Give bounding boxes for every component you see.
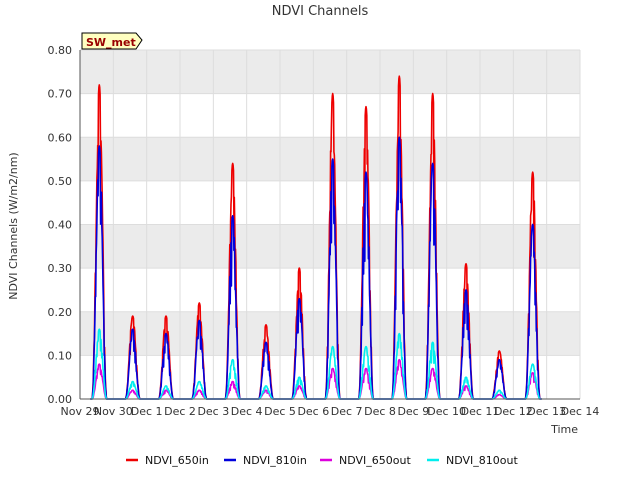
site-badge-box [81, 32, 143, 50]
x-tick-label: Dec 8 [364, 405, 396, 418]
y-tick-label: 0.50 [48, 175, 73, 188]
x-tick-label: Dec 11 [461, 405, 500, 418]
x-axis-title: Time [550, 423, 578, 436]
x-tick-label: Nov 29 [61, 405, 100, 418]
chart-title: NDVI Channels [272, 4, 369, 19]
y-tick-label: 0.70 [48, 88, 73, 101]
x-tick-label: Dec 12 [494, 405, 533, 418]
site-badge: SW_met [81, 32, 143, 50]
x-tick-label: Dec 7 [331, 405, 363, 418]
y-tick-label: 0.10 [48, 349, 73, 362]
x-tick-label: Dec 5 [264, 405, 296, 418]
x-tick-label: Dec 14 [561, 405, 600, 418]
tick-labels: 0.00 0.10 0.20 0.30 0.40 0.50 0.60 0.70 0.80 Nov … [48, 44, 600, 418]
x-tick-label: Dec 6 [297, 405, 329, 418]
background-band [80, 50, 580, 94]
legend-label: NDVI_650in [145, 454, 209, 467]
axes [79, 50, 580, 400]
legend-label: NDVI_810out [446, 454, 518, 467]
x-tick-label: Dec 1 [131, 405, 163, 418]
y-tick-label: 0.20 [48, 306, 73, 319]
y-tick-label: 0.30 [48, 262, 73, 275]
x-tick-label: Dec 4 [231, 405, 263, 418]
legend-label: NDVI_650out [339, 454, 411, 467]
y-axis-title: NDVI Channels (W/m2/nm) [7, 152, 20, 299]
site-badge-label: SW_met [86, 36, 136, 49]
legend-label: NDVI_810in [243, 454, 307, 467]
legend: NDVI_650in NDVI_810in NDVI_650out NDVI_810o… [126, 454, 518, 467]
y-tick-label: 0.40 [48, 219, 73, 232]
background-band [80, 311, 580, 356]
x-tick-label: Dec 3 [197, 405, 229, 418]
x-tick-label: Nov 30 [94, 405, 133, 418]
y-tick-label: 0.00 [48, 393, 73, 406]
x-tick-label: Dec 10 [427, 405, 466, 418]
x-tick-label: Dec 2 [164, 405, 196, 418]
y-tick-label: 0.80 [48, 44, 73, 57]
x-tick-label: Dec 9 [397, 405, 429, 418]
y-tick-label: 0.60 [48, 131, 73, 144]
x-tick-label: Dec 13 [527, 405, 566, 418]
